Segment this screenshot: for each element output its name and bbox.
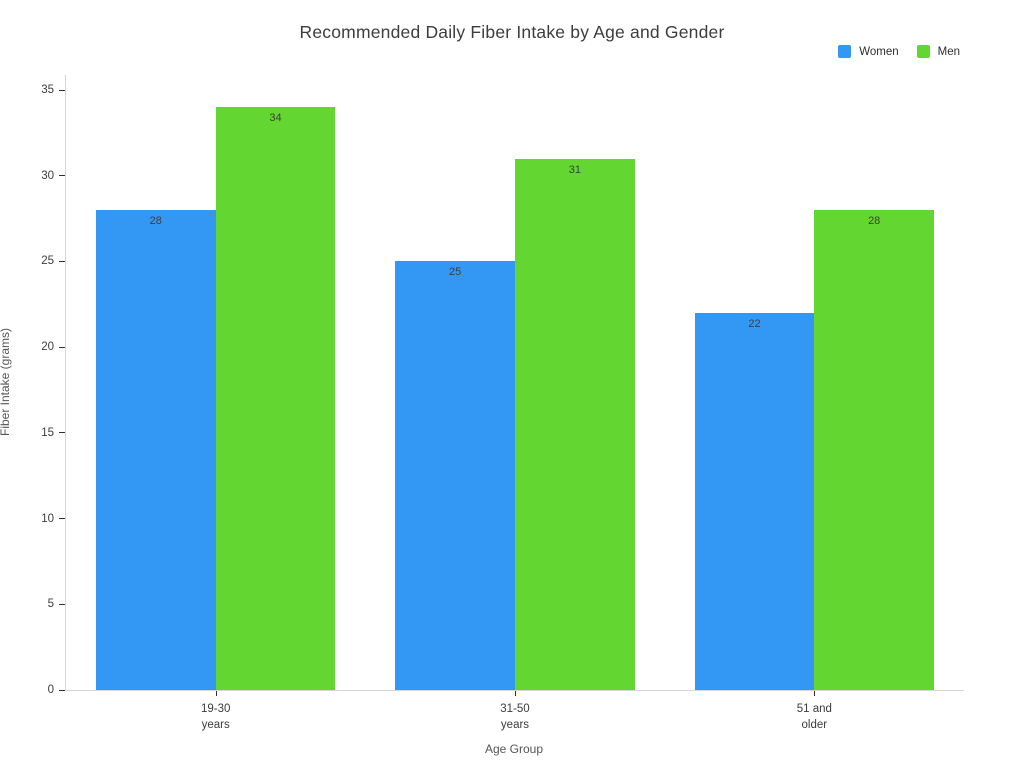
bar-women-19-30-years	[95, 210, 216, 690]
bar-women-51-and-older	[694, 312, 815, 690]
x-tick-label: 19-30 years	[201, 701, 230, 733]
chart-title: Recommended Daily Fiber Intake by Age an…	[299, 22, 725, 42]
y-tick-mark	[59, 689, 65, 691]
x-tick-mark	[215, 691, 217, 696]
y-tick-label: 10	[41, 512, 54, 525]
y-tick-label: 30	[41, 169, 54, 182]
legend-label: Men	[937, 45, 960, 58]
bar-men-31-50-years	[515, 158, 635, 690]
x-tick-label-line: 51 and	[796, 703, 832, 715]
plot-area: 0 5 10 15 20 25 30 35 19-30 years 31-50 years 51 and…	[41, 75, 964, 731]
x-tick-label: 51 and older	[797, 701, 832, 733]
y-tick-mark	[59, 518, 65, 520]
x-tick-label-line: older	[801, 719, 828, 731]
x-tick-mark	[515, 691, 516, 696]
bar-value-label: 28	[149, 215, 162, 227]
y-tick-mark	[59, 432, 65, 434]
y-tick-label: 0	[47, 684, 54, 696]
x-tick-label: 31-50 years	[500, 701, 529, 733]
y-tick-mark	[59, 89, 65, 91]
bar-men-51-and-older	[814, 210, 935, 690]
x-tick-label-line: 19-30	[200, 703, 231, 715]
x-tick-label-line: years	[201, 719, 230, 731]
bar-value-label: 25	[449, 266, 462, 279]
y-tick-mark	[59, 603, 65, 605]
legend-swatch-women	[838, 45, 852, 58]
bar-value-label: 28	[868, 215, 881, 227]
x-axis-title: Age Group	[484, 742, 544, 756]
legend-item-men[interactable]: Men	[916, 45, 960, 58]
y-tick-label: 35	[41, 84, 54, 96]
bar-women-31-50-years	[395, 261, 515, 690]
bar-value-label: 31	[568, 163, 581, 176]
y-tick-label: 15	[41, 426, 54, 439]
y-tick-label: 20	[41, 341, 54, 354]
y-tick-mark	[59, 346, 65, 348]
x-tick-mark	[814, 691, 816, 696]
y-axis-title: Fiber Intake (grams)	[0, 327, 12, 437]
bar-men-19-30-years	[215, 107, 336, 690]
x-tick-label-line: 31-50	[500, 703, 530, 715]
x-tick-label-line: years	[500, 719, 530, 731]
y-tick-mark	[59, 175, 65, 177]
y-tick-mark	[59, 260, 65, 262]
y-tick-label: 25	[41, 255, 54, 268]
legend: Women Men	[838, 45, 960, 58]
legend-label: Women	[859, 45, 899, 58]
legend-item-women[interactable]: Women	[838, 45, 899, 58]
bar-value-label: 22	[748, 317, 761, 330]
bar-value-label: 34	[269, 112, 282, 125]
legend-swatch-men	[916, 45, 930, 58]
y-tick-label: 5	[47, 598, 54, 611]
